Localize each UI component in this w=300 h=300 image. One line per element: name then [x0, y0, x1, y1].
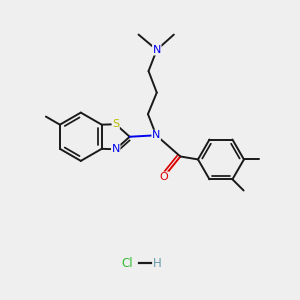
Text: S: S: [112, 119, 119, 129]
Text: N: N: [112, 144, 120, 154]
Text: O: O: [160, 172, 169, 182]
Text: H: H: [153, 257, 162, 270]
Text: Cl: Cl: [121, 257, 133, 270]
Text: N: N: [153, 45, 161, 55]
Text: N: N: [152, 130, 160, 140]
